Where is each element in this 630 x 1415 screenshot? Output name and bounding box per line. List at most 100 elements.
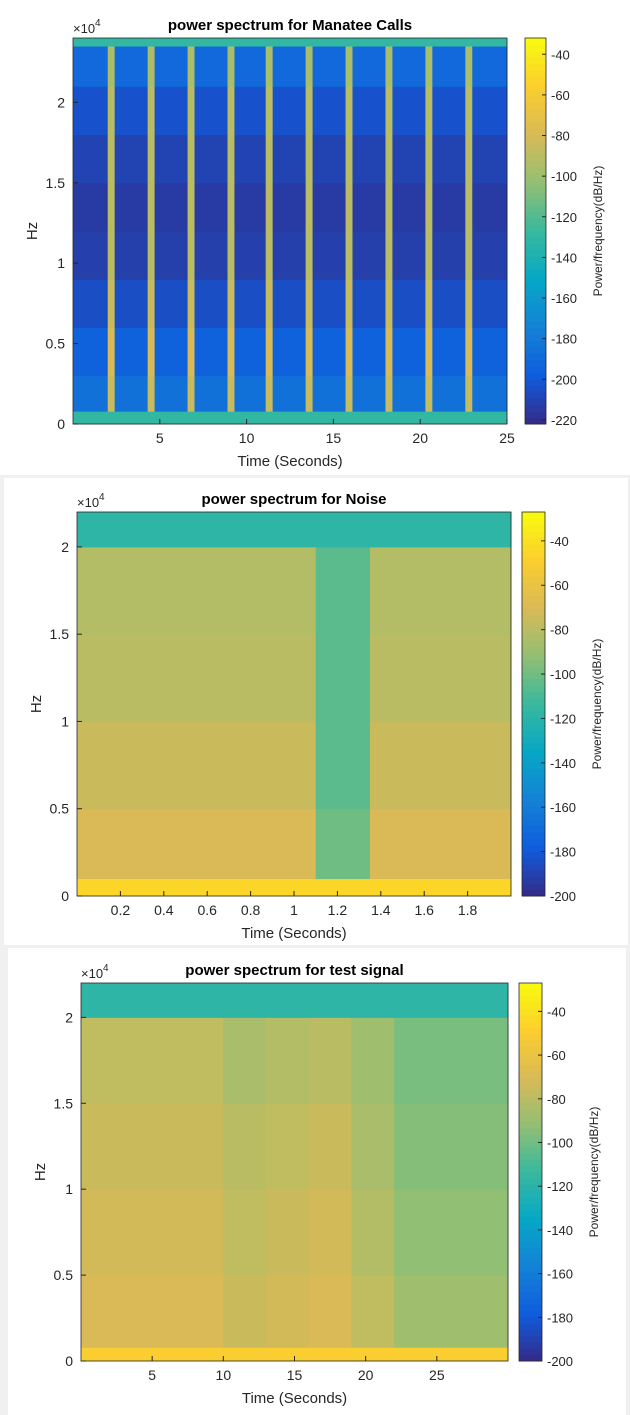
- y-axis-label: Hz: [32, 1163, 49, 1181]
- heat-cell: [369, 634, 512, 722]
- x-tick-label: 25: [499, 430, 515, 446]
- colorbar-swatch: [522, 793, 545, 801]
- heat-cell: [352, 327, 386, 377]
- heat-cell: [305, 182, 314, 232]
- heat-cell: [147, 327, 156, 377]
- colorbar-tick-label: -160: [550, 800, 576, 815]
- heat-cell: [472, 375, 508, 412]
- heat-cell: [81, 1103, 224, 1190]
- colorbar-swatch: [519, 1140, 542, 1148]
- colorbar-swatch: [525, 134, 546, 142]
- heat-cell: [77, 512, 317, 548]
- colorbar-swatch: [519, 1014, 542, 1022]
- exponent: 4: [103, 963, 109, 974]
- colorbar-tick-label: -80: [551, 129, 570, 144]
- heat-cell: [385, 327, 393, 377]
- colorbar-swatch: [525, 346, 546, 354]
- colorbar-swatch: [522, 800, 545, 807]
- heat-cell: [272, 375, 307, 412]
- heat-cell: [392, 86, 426, 135]
- colorbar-swatch: [525, 38, 546, 45]
- colorbar-swatch: [522, 537, 545, 545]
- heat-cell: [369, 546, 512, 635]
- heat-cell: [154, 134, 189, 184]
- heat-cell: [114, 279, 149, 328]
- heat-cell: [234, 375, 267, 412]
- colorbar-swatch: [522, 620, 545, 628]
- heat-cell: [392, 231, 426, 280]
- heat-cell: [305, 411, 314, 425]
- heat-cell: [81, 983, 224, 1018]
- colorbar-tick-label: -100: [550, 667, 576, 682]
- heat-cell: [352, 375, 386, 412]
- colorbar-swatch: [525, 353, 546, 361]
- heat-cell: [351, 1189, 395, 1276]
- heat-cell: [265, 231, 274, 280]
- heat-cell: [154, 46, 189, 87]
- heat-cell: [308, 1189, 352, 1276]
- colorbar-swatch: [519, 1285, 542, 1293]
- heat-cell: [265, 38, 274, 47]
- colorbar-swatch: [519, 1209, 542, 1217]
- heat-cell: [223, 1347, 267, 1362]
- heat-cell: [147, 411, 156, 425]
- heat-cell: [73, 182, 109, 232]
- heat-cell: [73, 86, 109, 135]
- colorbar-swatch: [522, 665, 545, 673]
- heat-cell: [352, 411, 386, 425]
- colorbar-swatch: [522, 544, 545, 551]
- colorbar-swatch: [519, 1077, 542, 1085]
- heat-cell: [351, 1275, 395, 1348]
- colorbar-swatch: [525, 50, 546, 58]
- heat-cell: [187, 46, 196, 87]
- heat-cell: [392, 38, 426, 47]
- colorbar-swatch: [525, 327, 546, 335]
- heat-cell: [432, 134, 466, 184]
- heat-cell: [234, 46, 267, 87]
- exponent-base: ×10: [73, 21, 95, 36]
- colorbar-swatch: [519, 1216, 542, 1223]
- colorbar-swatch: [525, 63, 546, 71]
- heat-cell: [114, 86, 149, 135]
- heat-cell: [114, 411, 149, 425]
- heat-cell: [73, 46, 109, 87]
- heat-cell: [266, 983, 310, 1018]
- colorbar-tick-label: -120: [547, 1179, 573, 1194]
- heat-cell: [392, 46, 426, 87]
- heat-cell: [315, 546, 371, 635]
- colorbar-tick-label: -200: [547, 1354, 573, 1369]
- heat-cell: [312, 327, 347, 377]
- heat-cell: [432, 182, 466, 232]
- colorbar-swatch: [525, 166, 546, 174]
- y-tick-label: 0: [65, 1353, 73, 1369]
- heat-cell: [432, 86, 466, 135]
- heat-cell: [266, 1189, 310, 1276]
- heat-cell: [114, 231, 149, 280]
- colorbar-swatch: [519, 1083, 542, 1091]
- colorbar-swatch: [525, 288, 546, 296]
- heat-cell: [81, 1189, 224, 1276]
- heat-cell: [394, 1275, 509, 1348]
- heat-cell: [77, 546, 317, 635]
- heat-cell: [114, 134, 149, 184]
- heat-cell: [147, 375, 156, 412]
- heat-cell: [227, 86, 235, 135]
- colorbar-tick-label: -160: [551, 291, 577, 306]
- x-tick-label: 1.6: [414, 902, 434, 918]
- colorbar-swatch: [525, 95, 546, 103]
- heat-cell: [472, 182, 508, 232]
- heat-cell: [77, 634, 317, 722]
- heat-cell: [345, 134, 353, 184]
- colorbar-swatch: [522, 518, 545, 526]
- colorbar-swatch: [519, 1260, 542, 1267]
- heat-cell: [223, 1189, 267, 1276]
- colorbar-swatch: [519, 995, 542, 1003]
- colorbar-swatch: [519, 1102, 542, 1110]
- heat-cell: [465, 38, 473, 47]
- heat-cell: [369, 512, 512, 548]
- heat-cell: [315, 512, 371, 548]
- colorbar-swatch: [525, 263, 546, 271]
- colorbar-swatch: [522, 806, 545, 814]
- y-tick-label: 0.5: [50, 801, 70, 817]
- colorbar-swatch: [522, 716, 545, 724]
